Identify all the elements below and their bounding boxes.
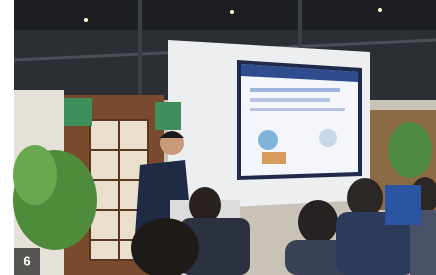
audience-head bbox=[298, 200, 338, 244]
slide-line bbox=[250, 108, 345, 111]
margin bbox=[0, 0, 14, 275]
plant bbox=[13, 145, 57, 205]
light bbox=[84, 18, 88, 22]
light bbox=[230, 10, 234, 14]
blue-stand bbox=[385, 185, 421, 225]
photo-number: 6 bbox=[23, 253, 30, 268]
slide-line bbox=[250, 88, 340, 92]
audience-head bbox=[189, 187, 221, 223]
slide-line bbox=[250, 98, 330, 102]
photo: 6 bbox=[0, 0, 436, 275]
ceiling-dark bbox=[14, 0, 436, 30]
slide-graphic bbox=[262, 152, 286, 164]
light bbox=[378, 8, 382, 12]
slide-graphic bbox=[258, 130, 278, 150]
scene bbox=[13, 0, 436, 275]
column-ornament bbox=[64, 98, 92, 126]
page: {"photo_label": "6"} bbox=[0, 0, 436, 275]
column-ornament bbox=[155, 102, 181, 130]
plant bbox=[388, 122, 432, 178]
slide-graphic bbox=[319, 129, 337, 147]
